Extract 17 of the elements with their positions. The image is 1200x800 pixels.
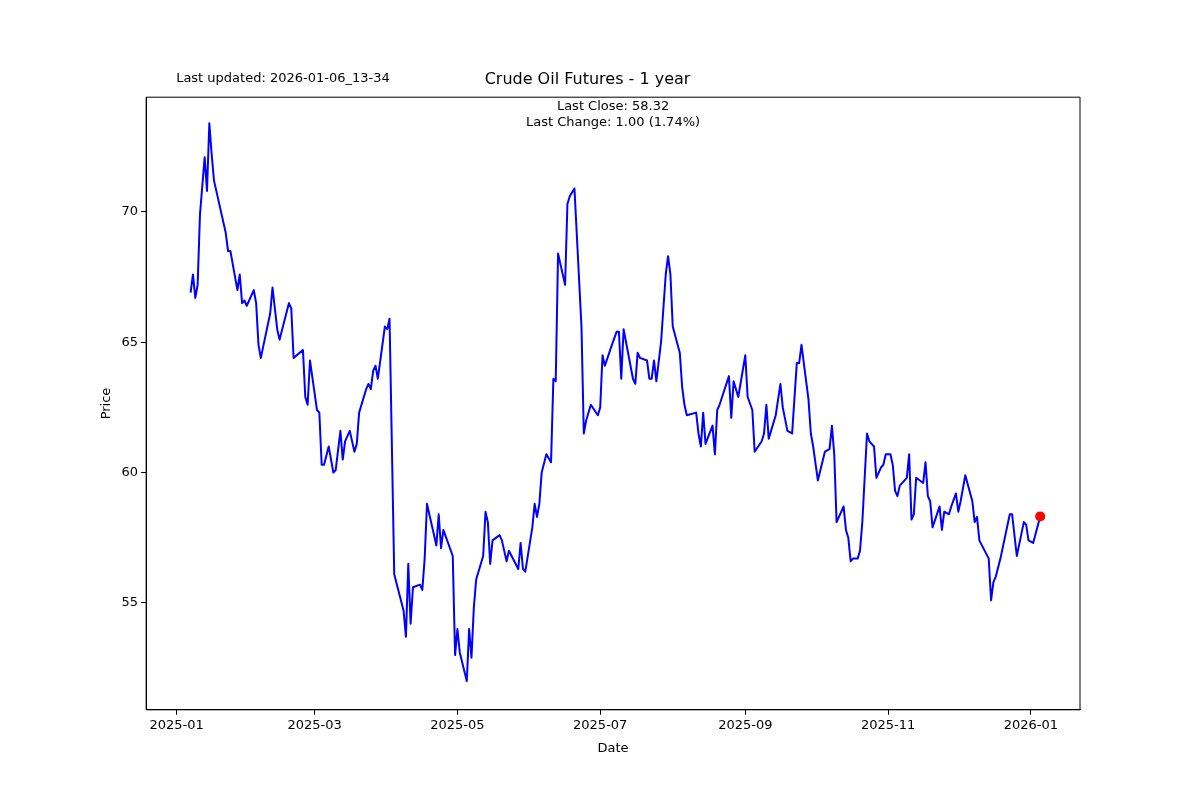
y-tick-label: 65 [121, 333, 139, 349]
text: Last updated: 2026-01-06_13-34 [176, 70, 390, 86]
chart-title: Crude Oil Futures - 1 year [484, 68, 691, 88]
x-tick-label: 2025-09 [718, 716, 773, 732]
x-tick-label: 2025-01 [149, 716, 204, 732]
annotation: Last Change: 1.00 (1.74%) [526, 114, 701, 130]
x-axis-title: Date [597, 739, 629, 755]
x-tick-label: 2025-07 [573, 716, 628, 732]
x-tick-label: 2025-05 [430, 716, 485, 732]
x-tick-label: 2025-11 [860, 716, 916, 732]
y-tick-label: 55 [121, 594, 139, 610]
y-axis-title: Price [98, 387, 114, 420]
y-tick-label: 70 [121, 203, 139, 219]
y-tick-label: 60 [121, 463, 139, 479]
x-tick-label: 2025-03 [287, 716, 342, 732]
annotation: Last Close: 58.32 [556, 98, 670, 114]
x-tick-label: 2026-01 [1003, 716, 1059, 732]
